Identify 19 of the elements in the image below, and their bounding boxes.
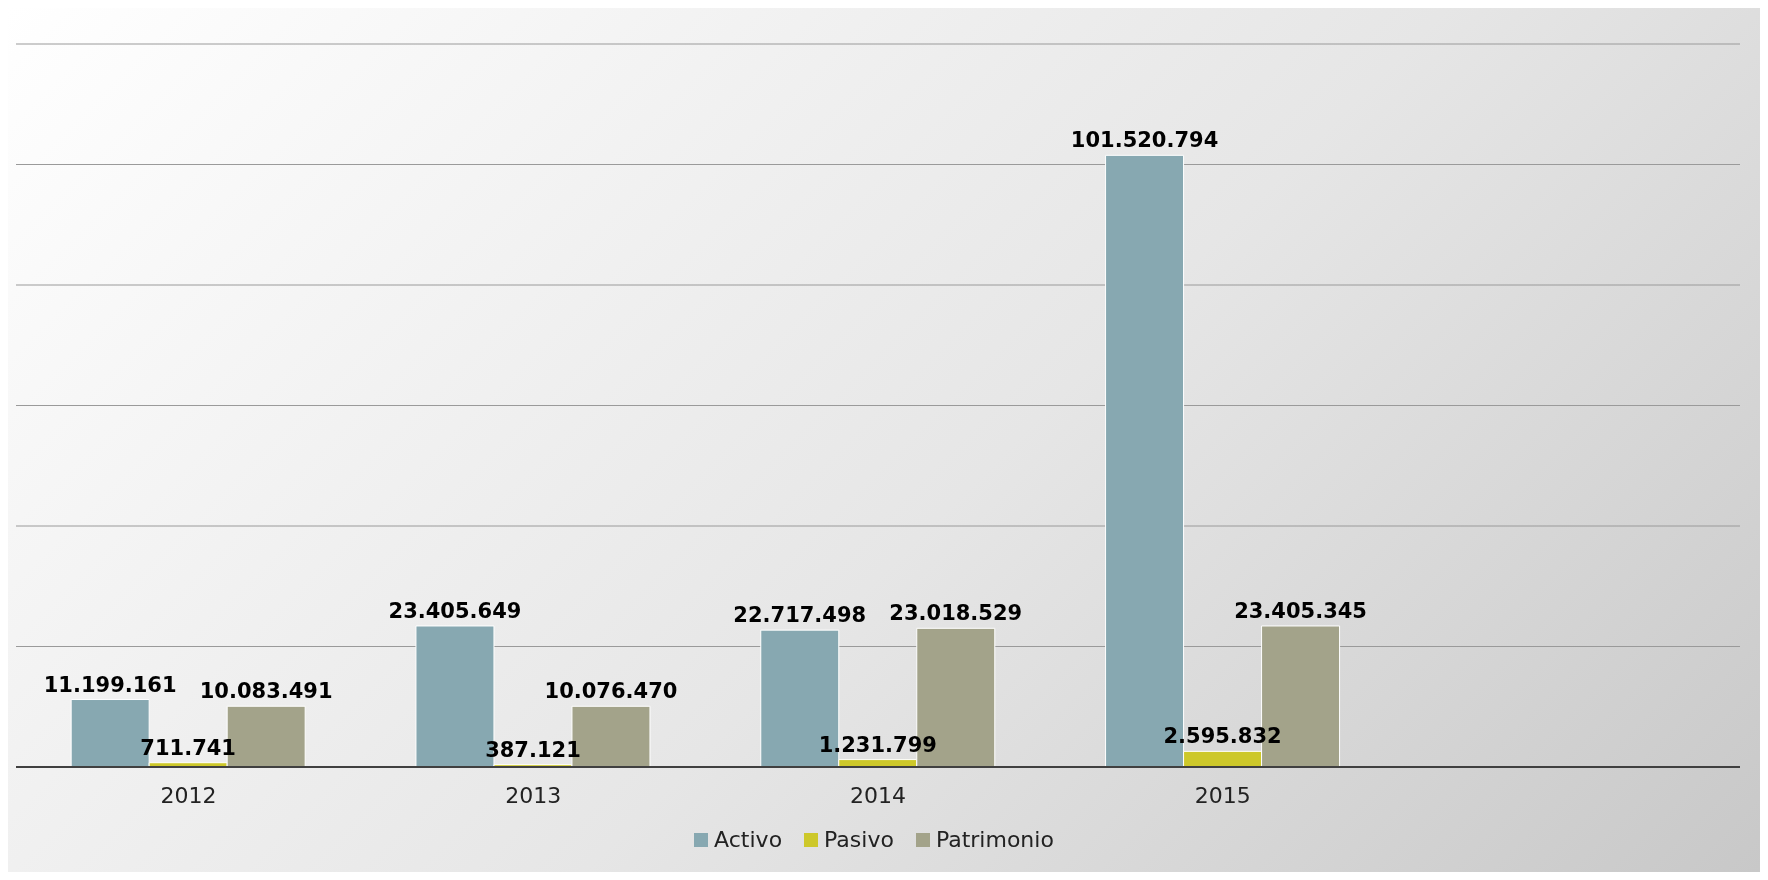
data-label: 23.405.649 [388, 598, 522, 623]
data-label: 10.076.470 [544, 679, 678, 704]
x-tick-label: 2015 [1194, 782, 1251, 808]
data-label: 11.199.161 [43, 672, 177, 697]
x-tick-label: 2012 [160, 782, 217, 808]
data-label: 1.231.799 [818, 732, 937, 757]
data-label: 387.121 [485, 737, 581, 762]
x-tick-label: 2014 [850, 782, 906, 808]
data-label: 23.018.529 [889, 601, 1023, 626]
data-label: 10.083.491 [199, 679, 333, 704]
data-label: 23.405.345 [1234, 598, 1367, 623]
text: Activo [714, 827, 783, 852]
data-label: 101.520.794 [1070, 128, 1219, 153]
legend-label: Pasivo [824, 827, 894, 852]
data-label: 22.717.498 [733, 603, 867, 628]
x-tick-label: 2013 [505, 782, 562, 808]
data-label: 711.741 [140, 735, 236, 760]
legend-label: Patrimonio [935, 827, 1054, 852]
data-label: 2.595.832 [1163, 724, 1282, 749]
